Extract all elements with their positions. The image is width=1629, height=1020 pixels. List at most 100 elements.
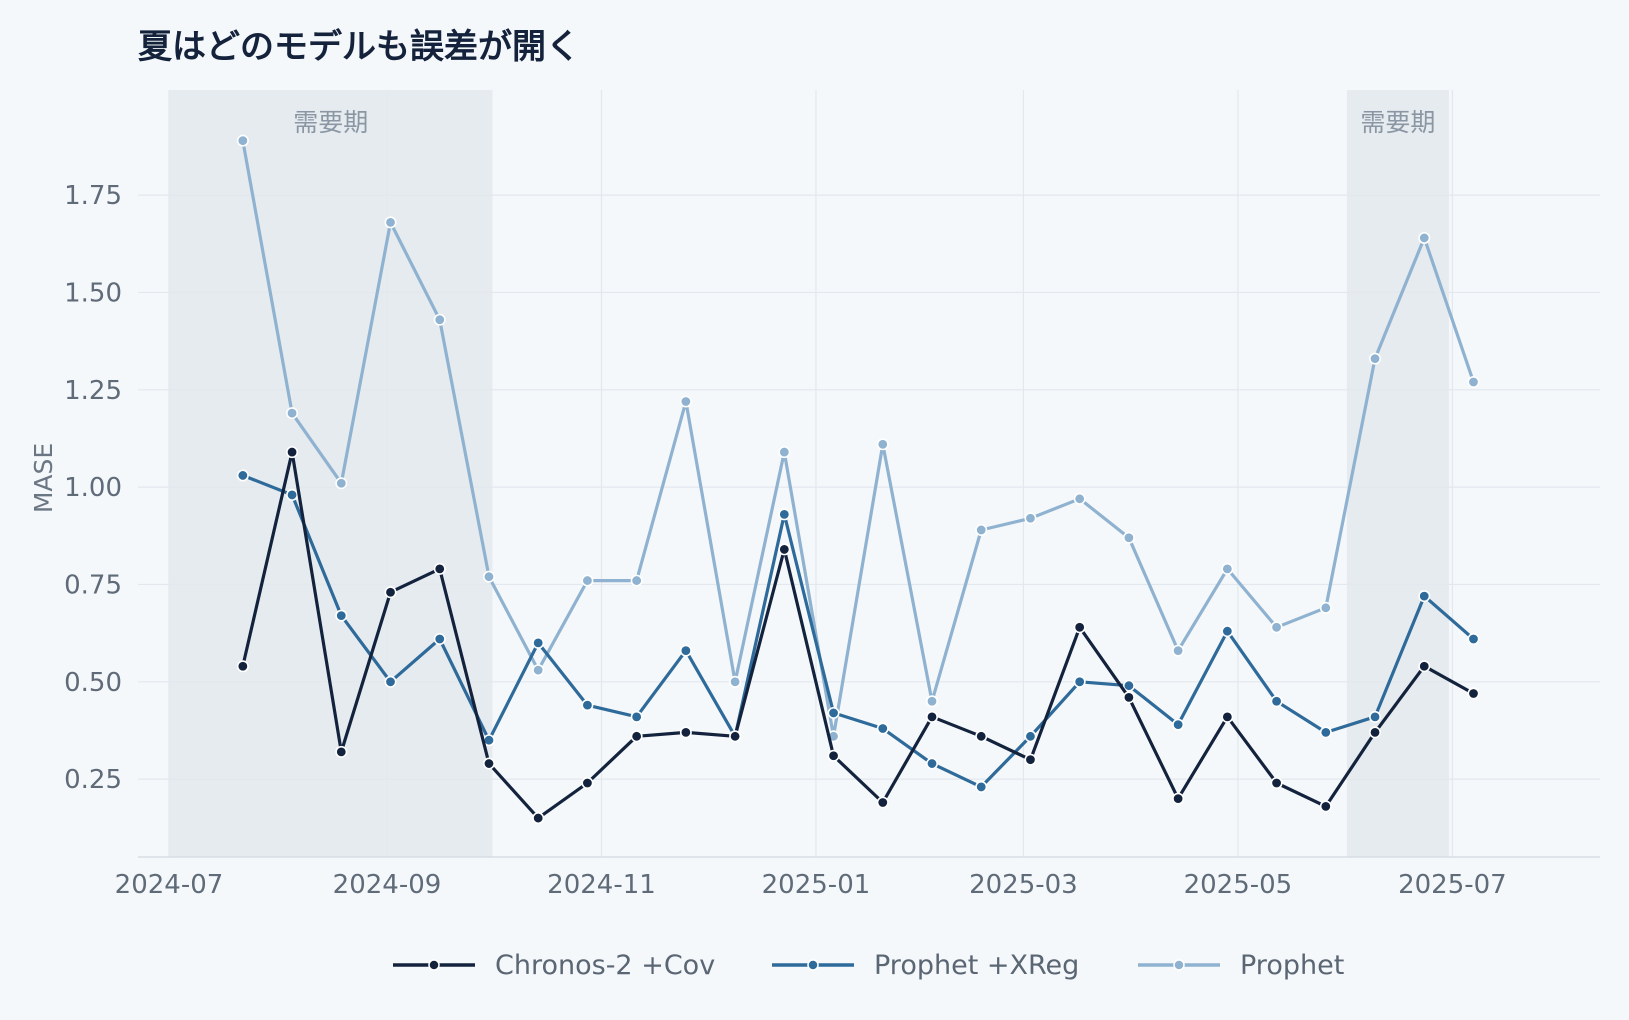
series-1-point-23 [1369,710,1382,723]
series-line-2 [241,140,1476,738]
series-0-point-7 [581,777,594,790]
series-0-point-21 [1270,777,1283,790]
y-tick-label-2: 0.75 [64,570,122,600]
series-0-point-0 [236,660,249,673]
y-tick-label-1: 0.50 [64,668,122,698]
x-tick-label-2: 2024-11 [547,870,656,900]
x-tick-label-3: 2025-01 [762,870,871,900]
y-tick-label-0: 0.25 [64,765,122,795]
series-0-point-18 [1122,691,1135,704]
x-tick-label-1: 2024-09 [333,870,442,900]
series-0 [236,446,1480,825]
series-0-point-20 [1221,710,1234,723]
series-2-point-22 [1319,601,1332,614]
series-2-point-15 [975,523,988,536]
x-tick-label-5: 2025-05 [1184,870,1293,900]
x-tick-label-6: 2025-07 [1398,870,1507,900]
legend-item-2: Prophet [1138,950,1344,981]
legend-label-0: Chronos-2 +Cov [495,950,715,981]
series-1-point-20 [1221,625,1234,638]
series-2-point-3 [384,216,397,229]
series-2-point-23 [1369,352,1382,365]
shaded-region-1 [1346,90,1449,857]
legend-swatch-marker-0 [428,959,440,971]
series-2-point-7 [581,574,594,587]
series-2-point-5 [482,570,495,583]
series-2-point-19 [1172,644,1185,657]
series-1-point-0 [236,469,249,482]
series-1-point-13 [876,722,889,735]
series-1-point-25 [1467,632,1480,645]
series-1-point-12 [827,706,840,719]
series-2-point-18 [1122,531,1135,544]
series-0-point-1 [286,446,299,459]
series-1-point-4 [433,632,446,645]
series-1 [236,469,1480,793]
gridlines [138,90,1600,857]
series-2-point-4 [433,313,446,326]
series-0-point-19 [1172,792,1185,805]
series-0-point-9 [679,726,692,739]
series-0-point-12 [827,749,840,762]
legend-swatch-marker-1 [807,959,819,971]
shaded-region-label-0: 需要期 [293,108,368,137]
series-0-point-6 [532,812,545,825]
shaded-regions: 需要期 需要期 [169,90,1449,857]
series-1-point-21 [1270,695,1283,708]
y-axis-label: MASE [29,443,58,513]
y-tick-label-3: 1.00 [64,473,122,503]
series-2-point-25 [1467,376,1480,389]
series-2-point-9 [679,395,692,408]
series-1-point-17 [1073,675,1086,688]
series-1-point-14 [925,757,938,770]
series-1-point-22 [1319,726,1332,739]
series-2-point-13 [876,438,889,451]
series-0-point-22 [1319,800,1332,813]
series-0-point-25 [1467,687,1480,700]
series-0-point-5 [482,757,495,770]
legend-swatch-marker-2 [1173,959,1185,971]
series-2-point-20 [1221,562,1234,575]
series-0-point-10 [729,730,742,743]
series-1-point-11 [778,508,791,521]
series-line-0 [241,450,1475,820]
series-1-point-18 [1122,679,1135,692]
y-tick-labels: 0.25 0.50 0.75 1.00 1.25 1.50 1.75 [64,181,122,795]
series-2-point-2 [335,477,348,490]
series-1-point-8 [630,710,643,723]
series-1-point-24 [1418,590,1431,603]
x-tick-labels: 2024-07 2024-09 2024-11 2025-01 2025-03 2025-… [115,870,1507,900]
x-tick-label-0: 2024-07 [115,870,224,900]
legend-item-1: Prophet +XReg [772,950,1079,981]
series-2-point-16 [1024,512,1037,525]
series-0-point-16 [1024,753,1037,766]
series-0-point-15 [975,730,988,743]
legend-item-0: Chronos-2 +Cov [393,950,715,981]
shaded-region-label-1: 需要期 [1360,108,1435,137]
legend-label-1: Prophet +XReg [874,950,1079,981]
series-1-point-2 [335,609,348,622]
series-2-point-21 [1270,621,1283,634]
series-2-point-8 [630,574,643,587]
shaded-region-0 [169,90,493,857]
series-0-point-23 [1369,726,1382,739]
series-0-point-2 [335,745,348,758]
series-1-point-19 [1172,718,1185,731]
series-1-point-7 [581,699,594,712]
series-1-point-1 [286,488,299,501]
series-2-point-14 [925,695,938,708]
legend-label-2: Prophet [1240,950,1344,981]
series-0-point-17 [1073,621,1086,634]
legend: Chronos-2 +Cov Prophet +XReg Prophet [393,950,1344,981]
x-tick-label-4: 2025-03 [969,870,1078,900]
y-tick-label-4: 1.25 [64,376,122,406]
series-line-1 [242,473,1475,789]
y-tick-label-6: 1.75 [64,181,122,211]
series-2-point-11 [778,446,791,459]
series-2-point-1 [286,407,299,420]
series-0-point-11 [778,543,791,556]
series-0-point-4 [433,562,446,575]
series-0-point-13 [876,796,889,809]
series-2-point-0 [236,134,249,147]
series-0-point-8 [630,730,643,743]
